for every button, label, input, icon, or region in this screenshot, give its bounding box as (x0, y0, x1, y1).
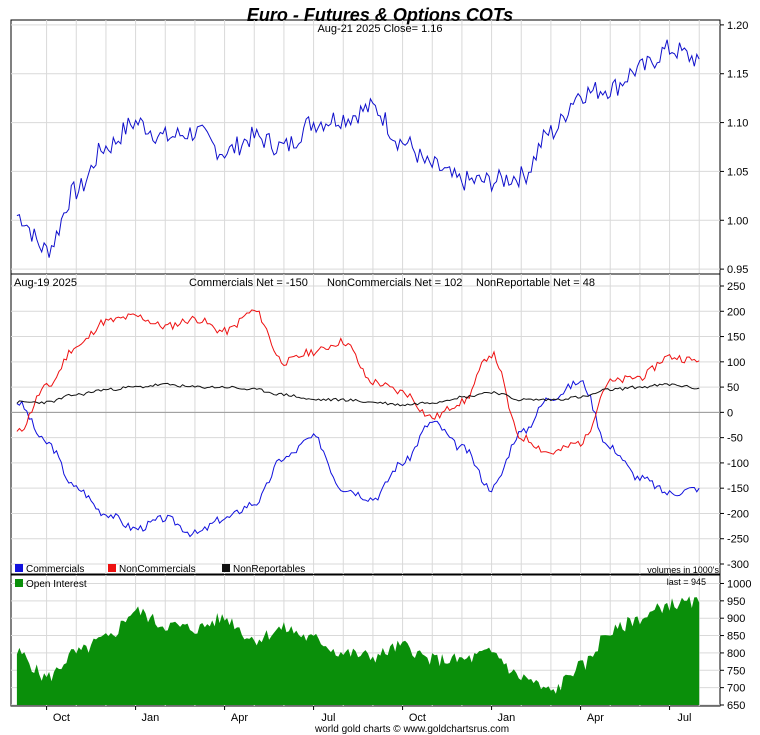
legend-swatch-nonreportables (222, 564, 230, 572)
y-tick-label: -200 (727, 508, 749, 520)
net-legend: Commercials NonCommercials NonReportable… (15, 564, 305, 575)
noncommercials-line (16, 309, 700, 455)
legend-label-nonreportables: NonReportables (233, 564, 305, 575)
price-panel: Aug-21 2025 Close= 1.16 1.20 1.15 1.10 1.05… (10, 19, 748, 276)
y-tick-label: 850 (727, 631, 745, 643)
y-tick-label: 50 (727, 382, 739, 394)
y-tick-label: -100 (727, 458, 749, 470)
legend-swatch-noncommercials (108, 564, 116, 572)
y-tick-label: 1000 (727, 578, 751, 590)
net-date: Aug-19 2025 (14, 277, 77, 289)
x-tick-label: Jul (321, 712, 335, 724)
y-tick-label: 650 (727, 700, 745, 712)
oi-last-label: last = 945 (667, 577, 706, 587)
volumes-note: volumes in 1000's (647, 565, 719, 575)
y-tick-label: -250 (727, 534, 749, 546)
y-tick-label: 800 (727, 648, 745, 660)
y-tick-label: 750 (727, 665, 745, 677)
x-tick-label: Apr (587, 712, 604, 724)
chart-title: Euro - Futures & Options COTs (247, 5, 513, 25)
legend-label-commercials: Commercials (26, 564, 84, 575)
price-plot-frame (10, 19, 721, 275)
x-tick-label: Oct (409, 712, 426, 724)
legend-swatch-commercials (15, 564, 23, 572)
commercials-line (16, 380, 700, 538)
x-tick-label: Oct (53, 712, 70, 724)
net-grid (11, 274, 720, 574)
nonreportables-line (16, 382, 700, 407)
commercials-net-text: Commercials Net = -150 (189, 277, 308, 289)
y-tick-label: -300 (727, 559, 749, 571)
legend-label-noncommercials: NonCommercials (119, 564, 196, 575)
y-tick-label: 100 (727, 357, 745, 369)
y-tick-label: 950 (727, 596, 745, 608)
x-tick-label: Jan (498, 712, 516, 724)
oi-plot-frame (10, 574, 721, 707)
x-axis: Oct Jan Apr Jul Oct Jan Apr Jul (46, 706, 691, 724)
y-tick-label: -50 (727, 433, 743, 445)
y-tick-label: 1.15 (727, 69, 748, 81)
legend-label-open-interest: Open Interest (26, 579, 87, 590)
open-interest-area (16, 596, 700, 705)
legend-swatch-open-interest (15, 579, 23, 587)
x-tick-label: Jan (142, 712, 160, 724)
y-tick-label: 700 (727, 683, 745, 695)
oi-y-axis: 1000 950 900 850 800 750 700 650 (720, 578, 751, 712)
y-tick-label: 150 (727, 332, 745, 344)
credit-text: world gold charts © www.goldchartsrus.co… (314, 724, 509, 735)
noncommercials-net-text: NonCommercials Net = 102 (327, 277, 462, 289)
y-tick-label: 1.10 (727, 118, 748, 130)
y-tick-label: 0.95 (727, 264, 748, 276)
price-grid (11, 20, 720, 274)
y-tick-label: 200 (727, 306, 745, 318)
price-y-axis: 1.20 1.15 1.10 1.05 1.00 0.95 (720, 20, 748, 276)
y-tick-label: 250 (727, 281, 745, 293)
nonreportable-net-text: NonReportable Net = 48 (476, 277, 595, 289)
open-interest-panel: Open Interest last = 945 1000 950 900 850 80… (10, 574, 751, 724)
price-subtitle: Aug-21 2025 Close= 1.16 (317, 23, 442, 35)
price-line (16, 39, 700, 258)
y-tick-label: 0 (727, 407, 733, 419)
y-tick-label: 1.20 (727, 20, 748, 32)
y-tick-label: -150 (727, 483, 749, 495)
net-plot-frame (10, 273, 721, 575)
y-tick-label: 900 (727, 613, 745, 625)
x-tick-label: Jul (677, 712, 691, 724)
net-positions-panel: Aug-19 2025 Commercials Net = -150 NonCo… (10, 273, 749, 575)
net-y-axis: 250 200 150 100 50 0 -50 -100 -150 -200 -250 -300 (720, 281, 749, 571)
y-tick-label: 1.00 (727, 215, 748, 227)
y-tick-label: 1.05 (727, 166, 748, 178)
x-tick-label: Apr (231, 712, 248, 724)
